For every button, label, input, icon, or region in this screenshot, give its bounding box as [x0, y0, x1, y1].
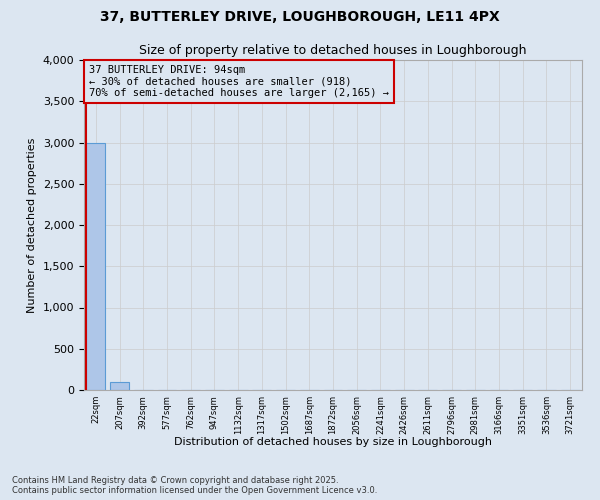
Text: 37 BUTTERLEY DRIVE: 94sqm
← 30% of detached houses are smaller (918)
70% of semi: 37 BUTTERLEY DRIVE: 94sqm ← 30% of detac…	[89, 65, 389, 98]
Y-axis label: Number of detached properties: Number of detached properties	[27, 138, 37, 312]
Bar	[86, 142, 106, 390]
Title: Size of property relative to detached houses in Loughborough: Size of property relative to detached ho…	[139, 44, 527, 58]
Text: Contains HM Land Registry data © Crown copyright and database right 2025.
Contai: Contains HM Land Registry data © Crown c…	[12, 476, 377, 495]
Bar	[110, 382, 129, 390]
Text: 37, BUTTERLEY DRIVE, LOUGHBOROUGH, LE11 4PX: 37, BUTTERLEY DRIVE, LOUGHBOROUGH, LE11 …	[100, 10, 500, 24]
X-axis label: Distribution of detached houses by size in Loughborough: Distribution of detached houses by size …	[174, 437, 492, 447]
